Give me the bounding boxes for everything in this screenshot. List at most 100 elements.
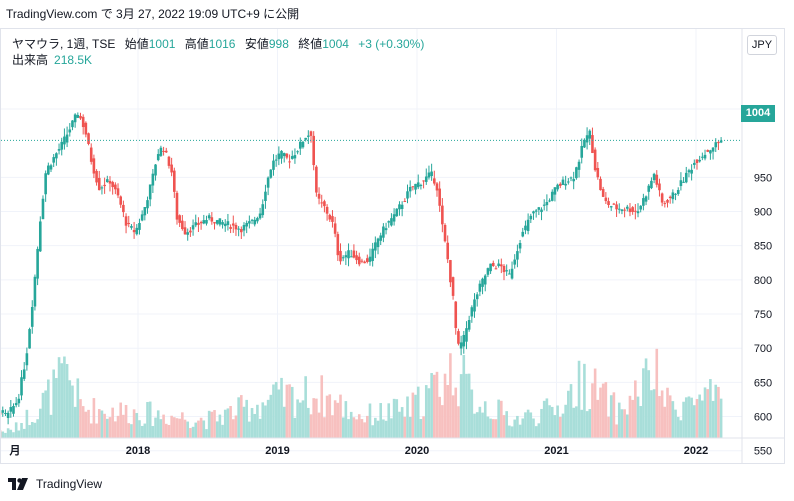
- candle-body: [20, 377, 23, 396]
- last-price-badge: 1004: [741, 105, 775, 122]
- currency-button[interactable]: JPY: [747, 35, 777, 55]
- close-value: 1004: [322, 37, 349, 51]
- volume-bar: [63, 356, 66, 438]
- candle-body: [577, 161, 581, 170]
- volume-bar: [97, 409, 101, 438]
- volume-value: 218.5K: [54, 53, 93, 67]
- candle-body: [454, 301, 458, 328]
- candle-body: [323, 201, 326, 207]
- volume-bar: [623, 409, 626, 438]
- candle-body: [60, 141, 64, 150]
- volume-bar: [240, 395, 243, 438]
- volume-bar: [703, 387, 707, 438]
- candle-body: [521, 231, 525, 237]
- candle-body: [701, 156, 704, 158]
- candle-body: [513, 259, 517, 265]
- volume-bar: [424, 385, 428, 438]
- volume-bar: [253, 413, 257, 438]
- candles: [1, 112, 723, 425]
- candle-body: [419, 184, 423, 186]
- candle-body: [658, 183, 661, 191]
- volume-bar: [693, 405, 696, 438]
- volume-bar: [9, 429, 13, 438]
- volume-bar: [615, 424, 618, 438]
- volume-bar: [601, 383, 605, 438]
- candle-body: [564, 183, 567, 186]
- candle-body: [231, 223, 235, 226]
- volume-bar: [655, 348, 659, 438]
- volume-bar: [502, 415, 506, 438]
- volume-bar: [223, 409, 227, 438]
- volume-bar: [717, 386, 720, 438]
- volume-bar: [577, 360, 581, 438]
- volume-bar: [521, 418, 525, 438]
- volume-bar: [609, 395, 613, 438]
- volume-bar: [374, 417, 377, 438]
- volume-bar: [612, 392, 616, 438]
- candle-body: [374, 242, 377, 251]
- candle-body: [336, 234, 340, 256]
- candle-body: [652, 173, 656, 181]
- candle-body: [639, 205, 642, 210]
- volume-bar: [20, 422, 23, 438]
- candle-body: [258, 213, 262, 219]
- candle-body: [607, 201, 610, 206]
- volume-bar: [398, 411, 401, 438]
- candle-body: [210, 217, 214, 222]
- volume-bar: [331, 415, 334, 438]
- volume-bar: [580, 409, 584, 438]
- price-chart[interactable]: 1050950900850800750700650600550 月2018201…: [1, 29, 784, 463]
- volume-bar: [516, 415, 519, 438]
- candle-body: [162, 150, 165, 152]
- volume-bar: [365, 415, 369, 438]
- volume-bar: [189, 428, 192, 438]
- time-axis[interactable]: 月 2018 2019 2020 2021 2022: [9, 444, 709, 457]
- volume-bar: [266, 399, 270, 438]
- candle-body: [178, 215, 181, 223]
- candle-body: [44, 173, 47, 195]
- candle-body: [12, 405, 15, 414]
- volume-bar: [181, 412, 184, 438]
- chart-frame[interactable]: 1050950900850800750700650600550 月2018201…: [0, 28, 785, 464]
- tradingview-brand[interactable]: TradingView: [8, 474, 102, 494]
- price-axis[interactable]: 1050950900850800750700650600550: [751, 104, 775, 458]
- candle-body: [717, 142, 720, 144]
- candle-body: [213, 222, 216, 224]
- volume-bar: [140, 425, 144, 438]
- volume-bar: [293, 417, 297, 438]
- volume-bar: [349, 411, 353, 438]
- volume-bar: [382, 419, 385, 438]
- volume-bar: [368, 403, 372, 438]
- price-tick-label: 650: [754, 377, 772, 389]
- candle-body: [173, 170, 176, 192]
- volume-bar: [695, 399, 699, 438]
- volume-bar: [526, 409, 530, 438]
- candle-body: [103, 184, 106, 187]
- candle-body: [183, 227, 187, 235]
- volume-bar: [599, 387, 602, 438]
- candle-body: [666, 199, 669, 203]
- volume-bar: [159, 419, 163, 438]
- volume-bar: [462, 354, 466, 438]
- publish-caption: TradingView.com で 3月 27, 2022 19:09 UTC+…: [6, 7, 300, 21]
- volume-bar: [416, 386, 420, 438]
- volume-bar: [414, 394, 417, 438]
- candle-body: [668, 196, 672, 199]
- candle-body: [660, 193, 664, 203]
- candle-body: [465, 328, 468, 342]
- candle-body: [682, 181, 685, 183]
- candle-body: [89, 147, 93, 162]
- volume-bar: [339, 394, 342, 438]
- candle-body: [41, 198, 45, 220]
- volume-bar: [660, 390, 664, 438]
- candle-body: [127, 222, 131, 224]
- volume-bar: [593, 368, 597, 438]
- candle-body: [309, 131, 313, 136]
- volume-bar: [387, 403, 391, 438]
- candle-body: [226, 221, 230, 226]
- volume-bar: [553, 415, 557, 438]
- open-value: 1001: [148, 37, 176, 51]
- close-label: 終値: [298, 37, 323, 51]
- candle-body: [22, 369, 26, 379]
- candle-body: [148, 184, 152, 200]
